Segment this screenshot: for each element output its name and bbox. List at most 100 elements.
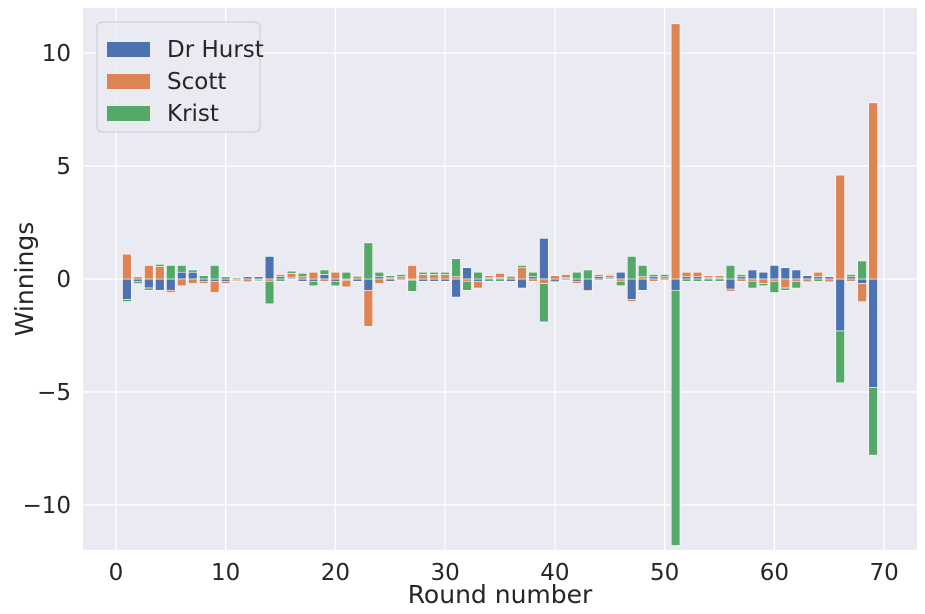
bar-scott: [177, 278, 187, 287]
bar-krist: [736, 274, 747, 278]
bar-scott: [286, 273, 297, 279]
bar-dr-hurst: [199, 278, 209, 282]
bar-dr-hurst: [473, 278, 483, 282]
legend-swatch: [107, 42, 150, 57]
bar-krist: [308, 280, 319, 287]
bar-scott: [297, 276, 308, 280]
bar-dr-hurst: [506, 278, 516, 282]
bar-dr-hurst: [550, 278, 560, 282]
bar-krist: [594, 278, 604, 281]
x-tick-label: 30: [430, 560, 459, 586]
bar-dr-hurst: [692, 276, 703, 280]
bar-dr-hurst: [429, 278, 439, 282]
bar-krist: [747, 280, 758, 289]
bar-scott: [209, 280, 220, 293]
bar-krist: [330, 280, 341, 287]
bar-dr-hurst: [736, 276, 747, 280]
bar-scott: [528, 278, 538, 282]
bar-scott: [330, 271, 341, 280]
bar-scott: [363, 289, 374, 327]
bar-dr-hurst: [144, 278, 154, 289]
bar-krist: [868, 387, 878, 456]
bar-krist: [824, 280, 834, 283]
x-axis-label: Round number: [408, 580, 593, 609]
bar-dr-hurst: [670, 278, 681, 291]
bar-krist: [297, 273, 308, 278]
bar-dr-hurst: [209, 278, 220, 282]
legend-swatch: [107, 74, 150, 89]
bar-krist: [275, 278, 286, 282]
bar-krist: [802, 280, 812, 283]
bar-krist: [539, 283, 549, 323]
bar-krist: [407, 279, 417, 292]
bar-dr-hurst: [517, 278, 527, 289]
bar-dr-hurst: [572, 278, 582, 282]
bar-krist: [506, 275, 516, 278]
bar-scott: [407, 265, 417, 280]
bar-krist: [341, 271, 352, 280]
bar-scott: [868, 102, 878, 280]
bar-scott: [561, 274, 571, 279]
bar-krist: [670, 289, 681, 546]
bar-krist: [583, 269, 593, 280]
x-tick-label: 60: [760, 560, 789, 586]
bar-krist: [319, 269, 330, 275]
bar-scott: [846, 278, 856, 282]
bar-scott: [703, 275, 714, 279]
bar-scott: [396, 276, 406, 280]
bars: [122, 23, 878, 546]
bar-scott: [462, 278, 472, 282]
bar-krist: [791, 280, 801, 289]
bar-scott: [605, 275, 615, 279]
bar-scott: [736, 278, 747, 282]
bar-dr-hurst: [385, 278, 395, 282]
bar-scott: [495, 273, 505, 279]
bar-scott: [440, 274, 450, 280]
bar-dr-hurst: [177, 271, 187, 280]
bar-dr-hurst: [747, 269, 758, 280]
bar-krist: [484, 278, 494, 282]
bar-scott: [572, 280, 582, 284]
bar-dr-hurst: [451, 278, 461, 298]
bar-scott: [352, 276, 363, 280]
bar-krist: [177, 265, 187, 273]
bar-krist: [385, 275, 395, 279]
bar-scott: [133, 276, 143, 280]
bar-dr-hurst: [363, 278, 374, 291]
bar-dr-hurst: [539, 238, 549, 280]
bar-dr-hurst: [319, 274, 330, 280]
bar-dr-hurst: [352, 278, 363, 282]
bar-dr-hurst: [122, 278, 132, 300]
bar-scott: [769, 278, 780, 282]
bar-krist: [714, 278, 725, 282]
bar-scott: [264, 278, 275, 282]
bar-dr-hurst: [857, 278, 867, 284]
bar-dr-hurst: [769, 265, 780, 280]
bar-dr-hurst: [330, 278, 341, 282]
bar-dr-hurst: [253, 276, 264, 280]
bar-scott: [451, 276, 461, 280]
bar-krist: [681, 278, 692, 282]
bar-dr-hurst: [297, 278, 308, 282]
bar-scott: [418, 274, 428, 280]
bar-scott: [550, 275, 560, 280]
bar-krist: [286, 270, 297, 274]
bar-dr-hurst: [648, 276, 659, 280]
y-tick-label: −10: [22, 493, 71, 519]
bar-dr-hurst: [264, 256, 275, 280]
bar-krist: [637, 265, 648, 278]
bar-krist: [659, 274, 670, 278]
bar-dr-hurst: [188, 271, 198, 280]
bar-krist: [374, 271, 384, 278]
bar-scott: [802, 278, 812, 282]
bar-dr-hurst: [616, 271, 626, 280]
bar-scott: [517, 267, 527, 280]
bar-krist: [166, 265, 176, 280]
bar-scott: [166, 289, 176, 293]
bar-dr-hurst: [220, 278, 231, 282]
bar-scott: [692, 271, 703, 278]
bar-scott: [747, 278, 758, 282]
bar-krist: [440, 271, 450, 275]
bar-scott: [539, 278, 549, 284]
